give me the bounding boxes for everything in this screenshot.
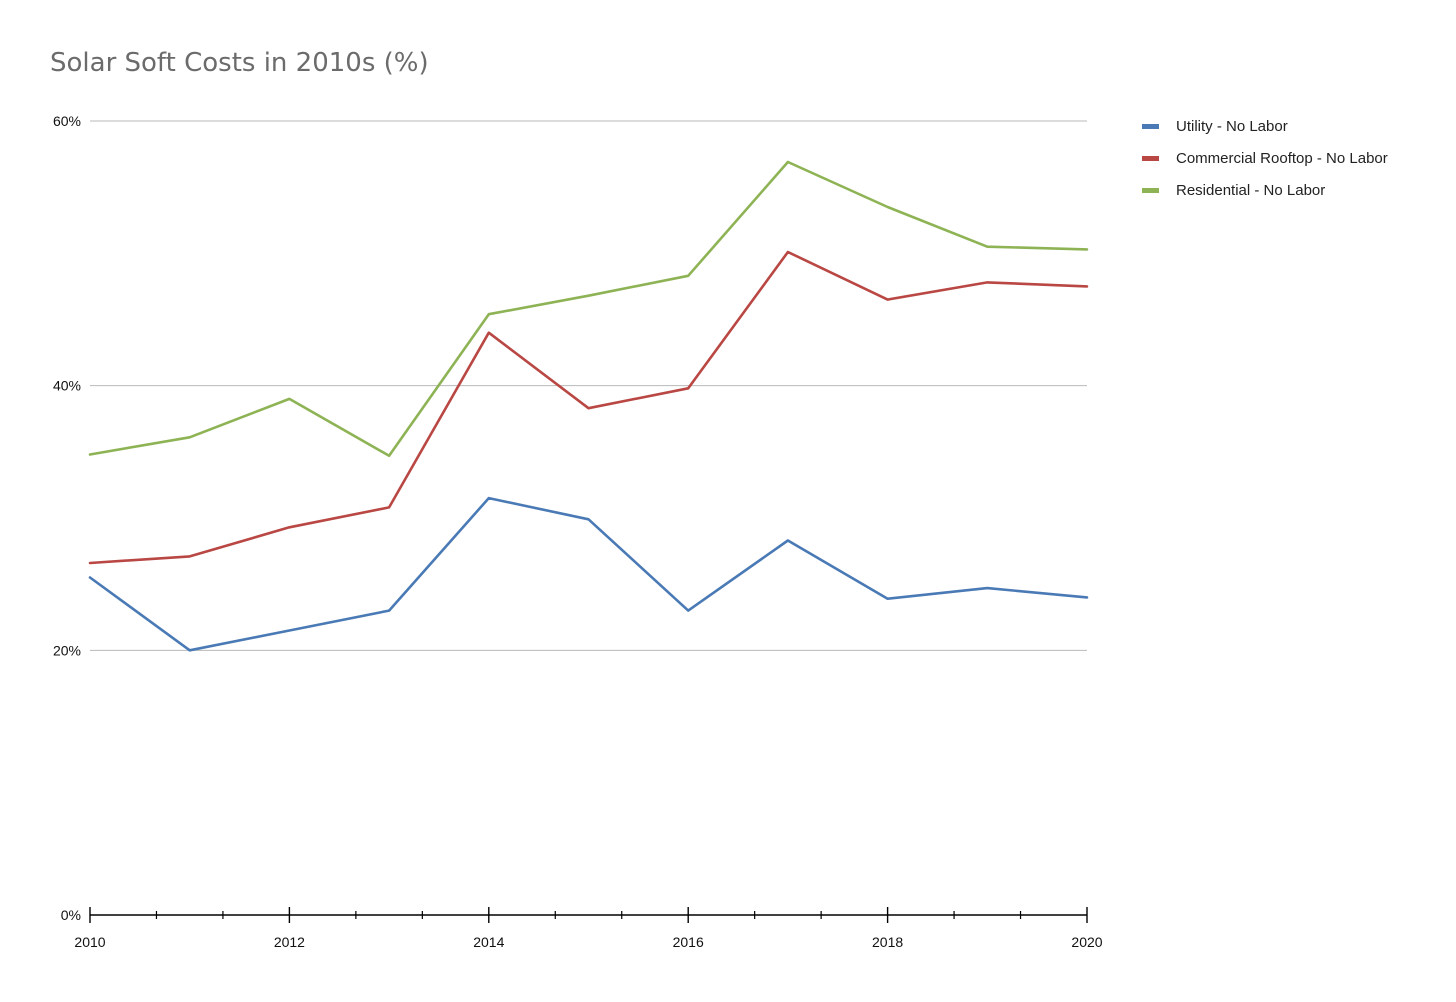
series-lines bbox=[88, 160, 1089, 652]
legend-item-commercial: Commercial Rooftop - No Labor bbox=[1142, 142, 1388, 174]
y-tick-label: 0% bbox=[61, 907, 81, 923]
legend-swatch bbox=[1142, 155, 1159, 161]
series-line-commercial bbox=[88, 250, 1089, 565]
y-tick-label: 60% bbox=[53, 113, 81, 129]
series-line-residential bbox=[88, 160, 1089, 458]
series-line-utility bbox=[88, 496, 1089, 652]
legend-label: Commercial Rooftop - No Labor bbox=[1176, 149, 1388, 167]
chart-title: Solar Soft Costs in 2010s (%) bbox=[50, 48, 429, 78]
x-tick-labels: 2010 2012 2014 2016 2018 2020 bbox=[74, 934, 1102, 950]
x-tick-label: 2018 bbox=[872, 934, 903, 950]
x-tick-label: 2014 bbox=[473, 934, 504, 950]
gridlines bbox=[90, 120, 1087, 651]
x-tick-label: 2016 bbox=[673, 934, 704, 950]
x-tick-label: 2012 bbox=[274, 934, 305, 950]
legend-item-residential: Residential - No Labor bbox=[1142, 174, 1388, 206]
y-tick-labels: 0% 20% 40% 60% bbox=[53, 113, 81, 923]
legend-label: Residential - No Labor bbox=[1176, 181, 1326, 199]
y-tick-label: 20% bbox=[53, 642, 81, 658]
legend-label: Utility - No Labor bbox=[1176, 117, 1288, 135]
y-tick-label: 40% bbox=[53, 378, 81, 394]
legend-swatch bbox=[1142, 187, 1159, 193]
legend-item-utility: Utility - No Labor bbox=[1142, 110, 1388, 142]
x-tick-label: 2010 bbox=[74, 934, 105, 950]
legend: Utility - No Labor Commercial Rooftop - N… bbox=[1142, 110, 1388, 206]
legend-swatch bbox=[1142, 123, 1159, 129]
x-axis bbox=[89, 907, 1088, 923]
x-tick-label: 2020 bbox=[1071, 934, 1102, 950]
